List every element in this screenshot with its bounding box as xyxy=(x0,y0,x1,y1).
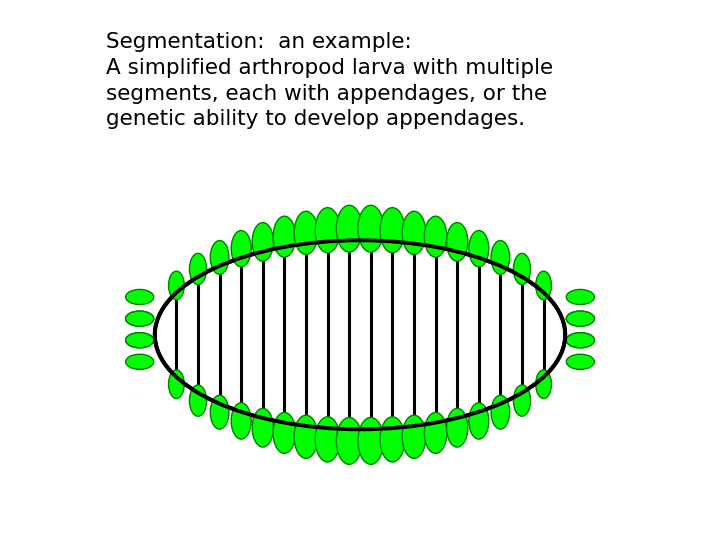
Ellipse shape xyxy=(210,240,229,274)
Ellipse shape xyxy=(491,395,510,429)
Ellipse shape xyxy=(231,231,251,267)
Ellipse shape xyxy=(358,205,384,252)
Ellipse shape xyxy=(469,403,489,439)
Ellipse shape xyxy=(231,403,251,439)
Ellipse shape xyxy=(566,333,594,348)
Ellipse shape xyxy=(446,408,468,447)
Ellipse shape xyxy=(126,354,154,369)
Ellipse shape xyxy=(252,222,274,261)
Ellipse shape xyxy=(155,240,565,429)
Ellipse shape xyxy=(513,253,531,285)
Ellipse shape xyxy=(126,333,154,348)
Ellipse shape xyxy=(424,216,447,257)
Ellipse shape xyxy=(210,395,229,429)
Ellipse shape xyxy=(566,289,594,305)
Ellipse shape xyxy=(566,311,594,326)
Ellipse shape xyxy=(380,417,405,462)
Ellipse shape xyxy=(294,211,318,254)
Ellipse shape xyxy=(358,417,384,464)
Ellipse shape xyxy=(315,417,340,462)
Ellipse shape xyxy=(424,413,447,454)
Ellipse shape xyxy=(536,370,552,399)
Ellipse shape xyxy=(336,205,362,252)
Ellipse shape xyxy=(469,231,489,267)
Ellipse shape xyxy=(189,253,207,285)
Text: Segmentation:  an example:
A simplified arthropod larva with multiple
segments, : Segmentation: an example: A simplified a… xyxy=(107,32,554,129)
Ellipse shape xyxy=(126,311,154,326)
Ellipse shape xyxy=(402,415,426,458)
Ellipse shape xyxy=(566,333,594,348)
Ellipse shape xyxy=(566,311,594,326)
Ellipse shape xyxy=(168,370,184,399)
Ellipse shape xyxy=(513,385,531,416)
Ellipse shape xyxy=(380,207,405,253)
Ellipse shape xyxy=(491,240,510,274)
Ellipse shape xyxy=(315,207,340,253)
Ellipse shape xyxy=(273,216,296,257)
Ellipse shape xyxy=(126,311,154,326)
Ellipse shape xyxy=(402,211,426,254)
Ellipse shape xyxy=(566,354,594,369)
Ellipse shape xyxy=(446,222,468,261)
Ellipse shape xyxy=(168,271,184,300)
Ellipse shape xyxy=(273,413,296,454)
Ellipse shape xyxy=(252,408,274,447)
Ellipse shape xyxy=(294,415,318,458)
Ellipse shape xyxy=(536,271,552,300)
Ellipse shape xyxy=(189,385,207,416)
Ellipse shape xyxy=(126,333,154,348)
Ellipse shape xyxy=(336,417,362,464)
Ellipse shape xyxy=(126,289,154,305)
